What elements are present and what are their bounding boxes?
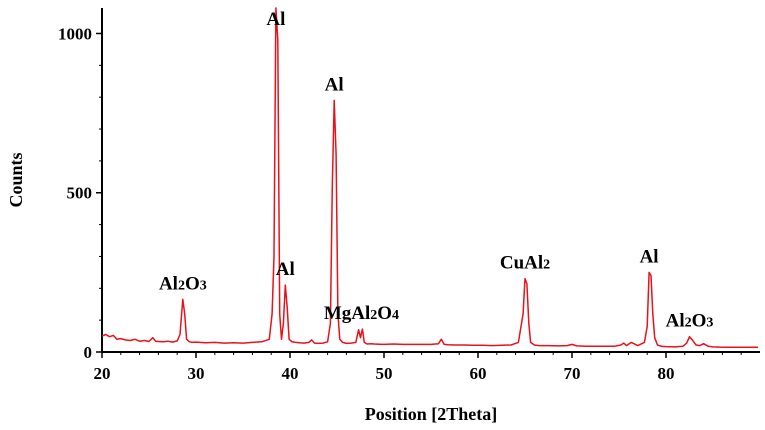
peak-label: Al (266, 9, 285, 30)
peak-annotations: Al2O3 Al Al Al MgAl2O4 CuAl2 Al Al2O3 (159, 9, 713, 332)
diffraction-pattern-line (101, 7, 759, 348)
peak-label: Al (325, 74, 344, 95)
peak-label: Al2O3 (159, 273, 207, 294)
x-tick-label: 30 (188, 364, 205, 383)
y-tick-label: 1000 (58, 24, 92, 43)
peak-label: CuAl2 (500, 253, 550, 274)
series-layer (101, 7, 759, 348)
axes (101, 8, 760, 353)
x-tick-label: 20 (94, 364, 111, 383)
y-tick-label: 0 (84, 343, 93, 362)
x-tick-label: 50 (376, 364, 393, 383)
tick-layer: 20 30 40 50 60 70 80 0 500 1000 (58, 24, 742, 383)
peak-label: Al (640, 246, 659, 267)
y-tick-label: 500 (67, 184, 93, 203)
y-axis-title: Counts (6, 152, 26, 207)
x-axis-title: Position [2Theta] (365, 404, 498, 424)
x-tick-label: 60 (470, 364, 487, 383)
x-tick-label: 80 (658, 364, 675, 383)
x-tick-label: 40 (282, 364, 299, 383)
peak-label: Al (276, 259, 295, 280)
x-tick-label: 70 (564, 364, 581, 383)
peak-label: Al2O3 (666, 311, 714, 332)
peak-label: MgAl2O4 (324, 303, 399, 324)
